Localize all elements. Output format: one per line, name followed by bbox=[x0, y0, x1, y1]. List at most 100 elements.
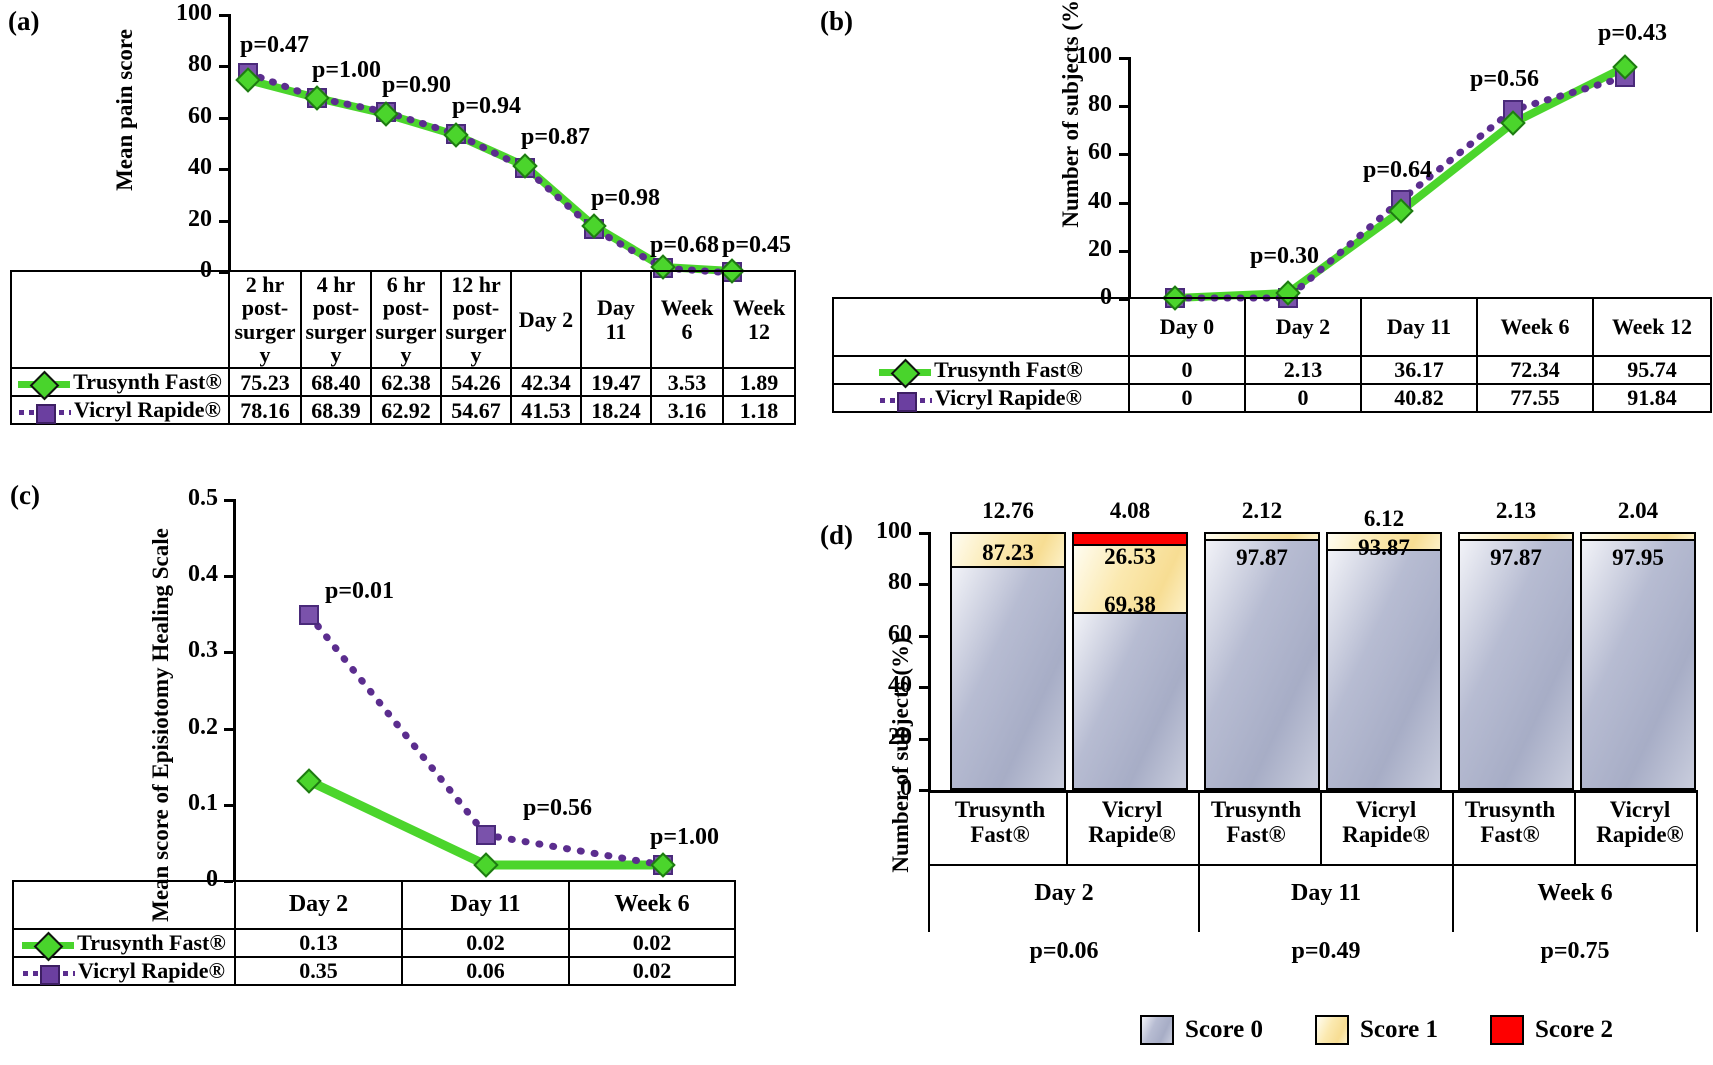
legend-item-score2: Score 2 bbox=[1490, 1015, 1613, 1045]
hdr-line: surger bbox=[234, 318, 296, 344]
panel-c-ytick-label: 0.5 bbox=[188, 485, 218, 511]
panel-b-pvalue: p=0.30 bbox=[1250, 243, 1320, 269]
cell: 54.67 bbox=[440, 395, 512, 426]
panel-c-ytick-label: 0.1 bbox=[188, 790, 218, 816]
bar-segment-score0 bbox=[952, 567, 1064, 788]
panel-c-ytick bbox=[224, 651, 233, 654]
panel-d-group-divider bbox=[928, 864, 1698, 866]
panel-c-col-header: Day 11 bbox=[401, 880, 570, 930]
cat-line: Fast® bbox=[970, 821, 1030, 847]
panel-b-col-header: Week 12 bbox=[1592, 297, 1712, 357]
cell: 3.16 bbox=[650, 395, 724, 426]
panel-d-bar-category-label: Vicryl Rapide® bbox=[1322, 797, 1450, 848]
segment-divider bbox=[1328, 549, 1440, 551]
hdr-line: 12 hr bbox=[451, 272, 501, 297]
panel-a-pvalue: p=0.90 bbox=[382, 72, 452, 98]
panel-d-group-pvalue: p=0.49 bbox=[1291, 938, 1361, 964]
panel-a-ytick-label: 40 bbox=[188, 154, 212, 180]
cell: 0.13 bbox=[234, 928, 403, 958]
panel-d-bar-top-label: 2.13 bbox=[1495, 498, 1537, 523]
panel-b-pvalue: p=0.56 bbox=[1470, 66, 1540, 92]
panel-a-col-header: 6 hr post- surger y bbox=[370, 269, 442, 370]
hdr-line: surger bbox=[305, 318, 367, 344]
hdr-line: y bbox=[400, 341, 412, 367]
purple-square-dotted-line-icon bbox=[880, 390, 932, 412]
panel-d-y-axis-label: Number of subjects (%) bbox=[888, 637, 913, 873]
table-corner-cell bbox=[10, 269, 230, 370]
panel-c-ytick bbox=[224, 804, 233, 807]
panel-a-col-header: 2 hr post- surger y bbox=[228, 269, 302, 370]
bar-segment-score0 bbox=[1074, 613, 1186, 788]
series-name: Vicryl Rapide® bbox=[78, 957, 225, 983]
cell: 2.13 bbox=[1244, 355, 1362, 385]
panel-d-category-separator bbox=[1066, 792, 1068, 864]
table-row: Trusynth Fast® 0 2.13 36.17 72.34 95.74 bbox=[832, 355, 1712, 385]
panel-d-bar bbox=[1204, 532, 1320, 790]
segment-divider bbox=[1206, 539, 1318, 541]
bar-segment-score1 bbox=[1582, 534, 1694, 540]
panel-c: (c) Mean score of Episiotomy Healing Sca… bbox=[0, 440, 805, 1065]
panel-d-ytick bbox=[919, 789, 928, 792]
panel-d-bar-category-label: Vicryl Rapide® bbox=[1576, 797, 1704, 848]
hdr-line: post- bbox=[241, 295, 289, 321]
cat-line: Vicryl bbox=[1609, 797, 1671, 822]
panel-a-ytick-label: 60 bbox=[188, 103, 212, 129]
panel-d-bar bbox=[1072, 532, 1188, 790]
panel-d-bar-inner-label: 26.53 bbox=[1104, 544, 1156, 569]
panel-b-pvalue: p=0.64 bbox=[1363, 157, 1433, 183]
cat-line: Rapide® bbox=[1088, 821, 1176, 847]
cell: 0 bbox=[1128, 382, 1246, 413]
panel-a-col-header: Day 11 bbox=[580, 269, 652, 370]
panel-d-axis-right-edge bbox=[1696, 792, 1698, 932]
panel-d-bar bbox=[1580, 532, 1696, 790]
hdr-line: 6 bbox=[681, 318, 693, 344]
legend-item-score0: Score 0 bbox=[1140, 1015, 1263, 1045]
panel-d-ytick-label: 0 bbox=[900, 775, 912, 801]
panel-d-bar-inner-label: 97.87 bbox=[1490, 545, 1542, 570]
panel-a-ytick bbox=[219, 220, 228, 223]
panel-a-ytick-label: 80 bbox=[188, 51, 212, 77]
cell: 0 bbox=[1244, 382, 1362, 413]
purple-square-dotted-line-icon bbox=[19, 402, 71, 425]
panel-a-col-header: 12 hr post- surger y bbox=[440, 269, 512, 370]
panel-d-bar-inner-label: 87.23 bbox=[982, 540, 1034, 565]
table-row: Trusynth Fast® 0.13 0.02 0.02 bbox=[12, 928, 736, 958]
table-row: Vicryl Rapide® 0.35 0.06 0.02 bbox=[12, 955, 736, 986]
score0-swatch-icon bbox=[1140, 1015, 1174, 1045]
panel-d-ytick bbox=[919, 738, 928, 741]
panel-a-ytick-label: 20 bbox=[188, 206, 212, 232]
panel-d-group-pvalue: p=0.06 bbox=[1029, 938, 1099, 964]
cell: 18.24 bbox=[580, 395, 652, 426]
panel-a-ytick bbox=[219, 65, 228, 68]
panel-d-category-separator bbox=[1452, 792, 1454, 932]
panel-d-y-axis bbox=[928, 532, 931, 790]
panel-d-bar-top-label: 6.12 bbox=[1363, 506, 1405, 531]
panel-b-col-header: Week 6 bbox=[1476, 297, 1594, 357]
table-row: Vicryl Rapide® 0 0 40.82 77.55 91.84 bbox=[832, 382, 1712, 413]
panel-c-ytick-label: 0.2 bbox=[188, 714, 218, 740]
panel-a-col-header: Day 2 bbox=[510, 269, 582, 370]
panel-d-bar-category-label: Trusynth Fast® bbox=[1192, 797, 1320, 848]
hdr-line: 6 hr bbox=[386, 272, 426, 297]
cell: 1.18 bbox=[722, 395, 796, 426]
panel-d-category-separator bbox=[1320, 792, 1322, 864]
cell: 41.53 bbox=[510, 395, 582, 426]
bar-segment-score1 bbox=[1074, 545, 1186, 613]
cat-line: Rapide® bbox=[1342, 821, 1430, 847]
segment-divider bbox=[952, 566, 1064, 568]
panel-a-col-header: 4 hr post- surger y bbox=[300, 269, 372, 370]
green-diamond-line-icon bbox=[18, 374, 71, 394]
panel-c-table: Day 2 Day 11 Week 6 Trusynth Fast® 0.13 … bbox=[12, 880, 736, 986]
bar-segment-score1 bbox=[1206, 534, 1318, 540]
cell: 62.38 bbox=[370, 367, 442, 398]
panel-d-bar-inner-label: 97.87 bbox=[1236, 545, 1288, 570]
panel-b-ytick bbox=[1119, 153, 1128, 156]
series-name: Vicryl Rapide® bbox=[935, 384, 1082, 410]
panel-b-ytick bbox=[1119, 105, 1128, 108]
panel-b-ytick-label: 80 bbox=[1088, 91, 1112, 117]
cell: 75.23 bbox=[228, 367, 302, 398]
panel-b-ytick-label: 20 bbox=[1088, 236, 1112, 262]
panel-a-pvalue: p=1.00 bbox=[312, 57, 382, 83]
panel-a-table: 2 hr post- surger y 4 hr post- surger y … bbox=[10, 269, 796, 426]
legend-label: Score 0 bbox=[1185, 1016, 1263, 1043]
